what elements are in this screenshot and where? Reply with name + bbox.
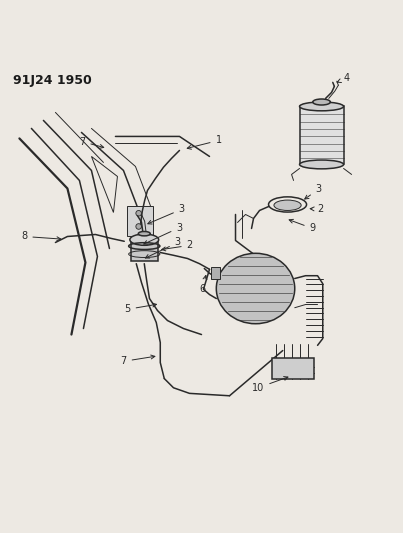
- Bar: [211, 268, 220, 279]
- Text: 91J24 1950: 91J24 1950: [13, 74, 92, 87]
- Text: 2: 2: [162, 240, 193, 251]
- Text: 3: 3: [148, 204, 185, 224]
- Ellipse shape: [299, 102, 344, 111]
- Text: 8: 8: [21, 231, 61, 241]
- Bar: [127, 206, 153, 237]
- Bar: [272, 358, 314, 378]
- Text: 9: 9: [289, 220, 316, 233]
- Bar: [131, 240, 158, 261]
- Circle shape: [136, 211, 141, 216]
- Text: 7: 7: [79, 136, 104, 148]
- Text: 7: 7: [120, 355, 155, 366]
- Ellipse shape: [138, 231, 150, 236]
- Text: 4: 4: [337, 74, 350, 83]
- Text: 6: 6: [199, 276, 207, 294]
- Text: 3: 3: [144, 223, 183, 244]
- Text: 2: 2: [310, 204, 324, 214]
- Ellipse shape: [130, 234, 159, 245]
- Text: 1: 1: [187, 135, 222, 149]
- Text: 3: 3: [145, 238, 181, 258]
- Ellipse shape: [216, 253, 295, 324]
- Text: 3: 3: [305, 184, 322, 199]
- Ellipse shape: [313, 99, 330, 105]
- Ellipse shape: [299, 160, 344, 169]
- Ellipse shape: [274, 200, 301, 211]
- Circle shape: [136, 224, 141, 229]
- Text: 5: 5: [125, 303, 156, 314]
- Text: 10: 10: [252, 376, 288, 393]
- Bar: [299, 107, 344, 165]
